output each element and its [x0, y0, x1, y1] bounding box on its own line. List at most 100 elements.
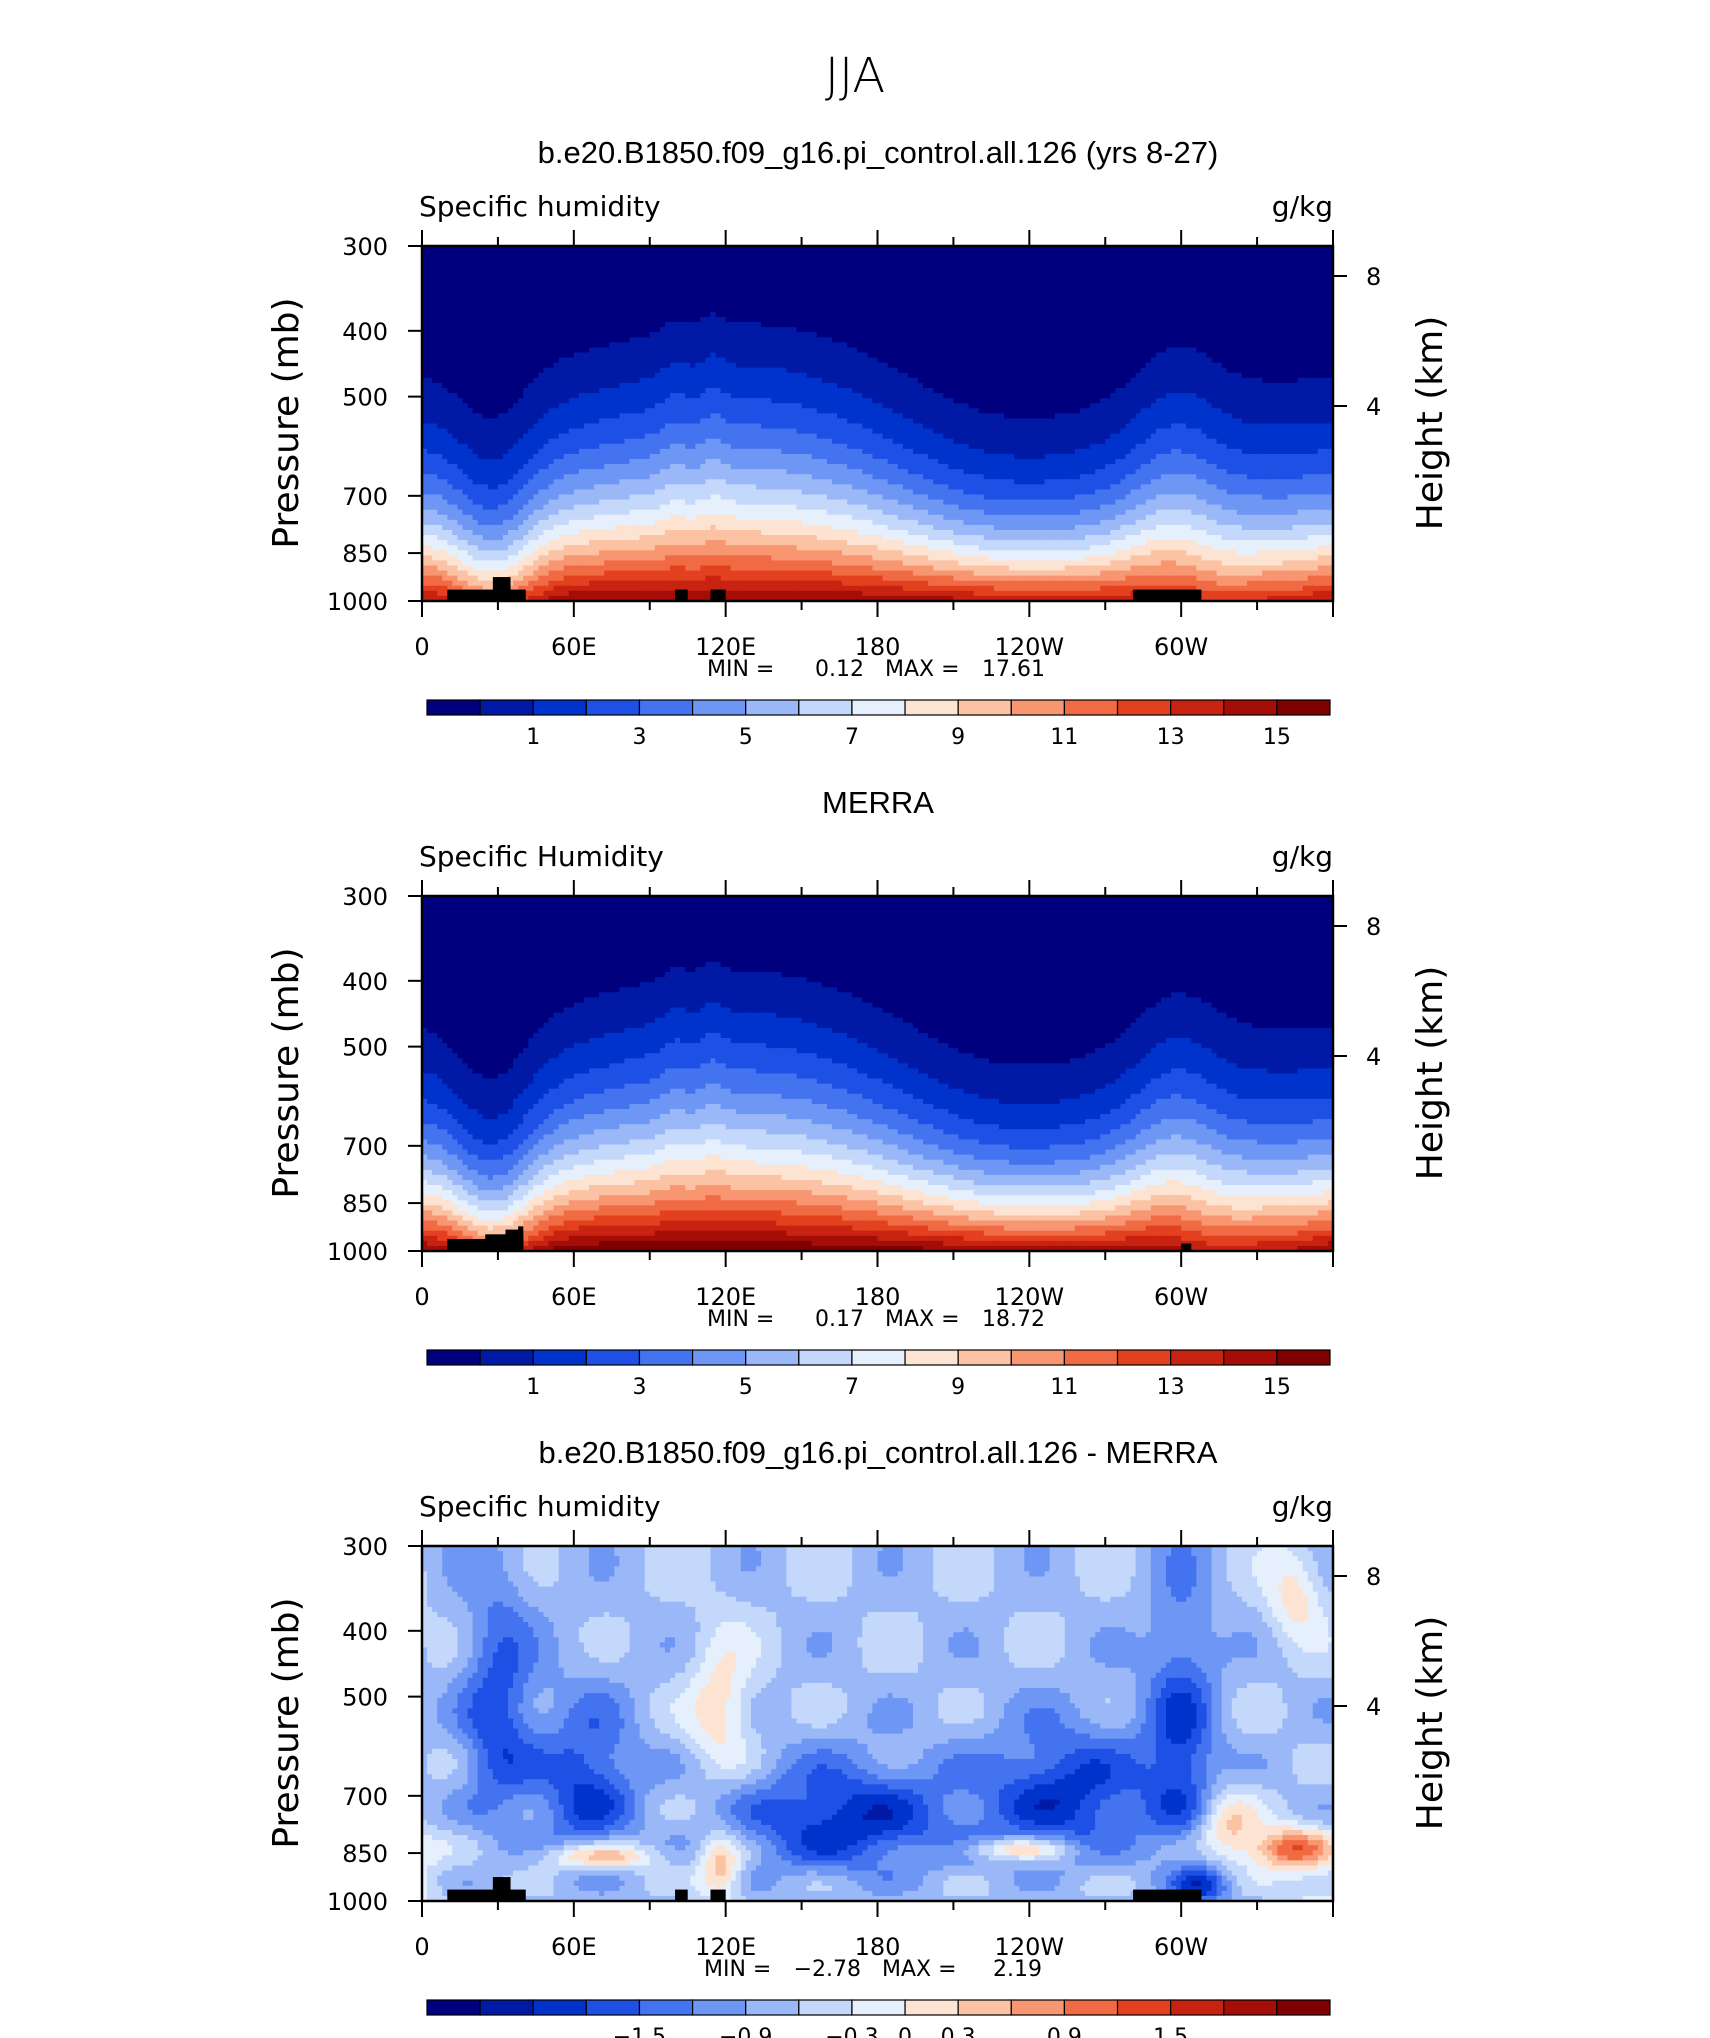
field-cell: [1019, 266, 1025, 272]
field-cell: [1125, 266, 1131, 272]
field-cell: [928, 261, 934, 267]
field-cell: [1308, 256, 1314, 262]
field-cell: [1186, 271, 1192, 277]
field-cell: [584, 271, 590, 277]
field-cell: [867, 271, 873, 277]
field-cell: [1242, 261, 1248, 267]
field-cell: [700, 251, 706, 257]
field-cell: [533, 271, 539, 277]
field-cell: [1050, 261, 1056, 267]
field-cell: [690, 256, 696, 262]
field-cell: [1171, 261, 1177, 267]
field-cell: [867, 256, 873, 262]
field-cell: [776, 271, 782, 277]
field-cell: [908, 256, 914, 262]
field-cell: [1272, 256, 1278, 262]
field-cell: [1039, 256, 1045, 262]
field-cell: [721, 266, 727, 272]
field-cell: [1201, 251, 1207, 257]
field-cell: [893, 256, 899, 262]
field-cell: [705, 261, 711, 267]
field-cell: [498, 261, 504, 267]
field-cell: [614, 266, 620, 272]
field-cell: [878, 266, 884, 272]
field-cell: [969, 261, 975, 267]
field-cell: [1065, 261, 1071, 267]
field-cell: [731, 251, 737, 257]
field-cell: [1161, 261, 1167, 267]
field-cell: [847, 266, 853, 272]
field-cell: [569, 251, 575, 257]
field-cell: [1024, 261, 1030, 267]
field-cell: [771, 271, 777, 277]
field-cell: [564, 266, 570, 272]
field-cell: [872, 266, 878, 272]
field-cell: [1095, 256, 1101, 262]
field-cell: [1045, 261, 1051, 267]
field-cell: [1282, 251, 1288, 257]
field-cell: [1242, 271, 1248, 277]
field-cell: [766, 271, 772, 277]
field-cell: [964, 256, 970, 262]
field-cell: [462, 266, 468, 272]
field-cell: [948, 271, 954, 277]
field-cell: [1267, 266, 1273, 272]
field-cell: [1262, 271, 1268, 277]
field-cell: [452, 256, 458, 262]
field-cell: [1060, 271, 1066, 277]
field-cell: [549, 251, 555, 257]
field-cell: [847, 271, 853, 277]
field-cell: [685, 256, 691, 262]
field-cell: [1131, 271, 1137, 277]
field-cell: [624, 266, 630, 272]
field-cell: [1161, 266, 1167, 272]
field-cell: [716, 271, 722, 277]
field-cell: [675, 266, 681, 272]
field-cell: [1277, 266, 1283, 272]
field-cell: [1039, 251, 1045, 257]
field-cell: [888, 256, 894, 262]
field-cell: [862, 271, 868, 277]
field-cell: [812, 261, 818, 267]
field-cell: [807, 266, 813, 272]
field-cell: [1247, 271, 1253, 277]
field-cell: [1262, 256, 1268, 262]
field-cell: [1105, 266, 1111, 272]
field-cell: [786, 256, 792, 262]
field-cell: [1272, 251, 1278, 257]
field-cell: [488, 251, 494, 257]
field-cell: [488, 261, 494, 267]
field-cell: [614, 261, 620, 267]
field-cell: [807, 261, 813, 267]
field-cell: [432, 261, 438, 267]
field-cell: [528, 271, 534, 277]
field-cell: [817, 261, 823, 267]
field-cell: [948, 261, 954, 267]
field-cell: [1075, 271, 1081, 277]
page-title: JJA: [825, 48, 885, 104]
field-cell: [1125, 256, 1131, 262]
field-cell: [508, 271, 514, 277]
field-cell: [559, 251, 565, 257]
field-cell: [1242, 251, 1248, 257]
field-cell: [1282, 256, 1288, 262]
field-cell: [761, 251, 767, 257]
field-cell: [1206, 256, 1212, 262]
field-cell: [493, 251, 499, 257]
field-cell: [624, 256, 630, 262]
field-cell: [442, 261, 448, 267]
field-cell: [604, 266, 610, 272]
field-cell: [594, 271, 600, 277]
field-cell: [1217, 251, 1223, 257]
field-cell: [665, 271, 671, 277]
field-cell: [842, 251, 848, 257]
field-cell: [984, 261, 990, 267]
field-cell: [604, 261, 610, 267]
field-cell: [695, 271, 701, 277]
field-cell: [513, 256, 519, 262]
field-cell: [953, 251, 959, 257]
field-cell: [1070, 271, 1076, 277]
field-cell: [746, 256, 752, 262]
field-cell: [1247, 261, 1253, 267]
field-cell: [1125, 251, 1131, 257]
